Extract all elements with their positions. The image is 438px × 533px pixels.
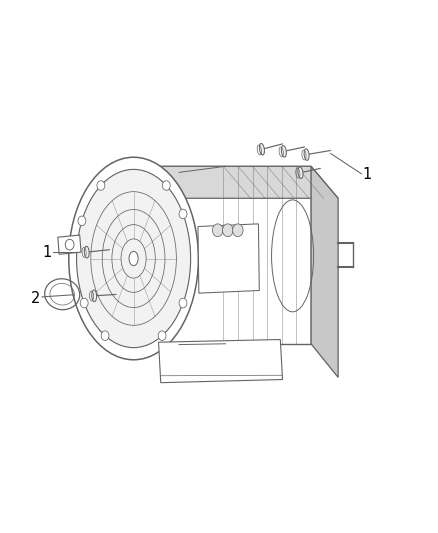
Ellipse shape [259,143,265,155]
Ellipse shape [92,290,97,302]
Polygon shape [311,166,338,377]
Circle shape [97,181,105,190]
Polygon shape [198,224,259,293]
Polygon shape [134,166,338,198]
Circle shape [65,239,74,250]
Ellipse shape [77,169,191,348]
Ellipse shape [304,149,309,160]
Polygon shape [134,166,311,344]
Circle shape [233,224,243,237]
Circle shape [158,331,166,341]
Polygon shape [58,235,81,254]
Circle shape [78,216,86,225]
Circle shape [179,298,187,308]
Circle shape [162,181,170,190]
Circle shape [179,209,187,219]
Ellipse shape [84,246,89,258]
Text: 2: 2 [31,291,41,306]
Text: 1: 1 [362,167,372,182]
Ellipse shape [281,146,286,157]
Circle shape [101,331,109,341]
Ellipse shape [298,167,303,179]
Ellipse shape [69,157,198,360]
Polygon shape [159,340,283,383]
Circle shape [223,224,233,237]
Text: 1: 1 [42,245,52,260]
Circle shape [212,224,223,237]
Ellipse shape [129,252,138,265]
Circle shape [80,298,88,308]
